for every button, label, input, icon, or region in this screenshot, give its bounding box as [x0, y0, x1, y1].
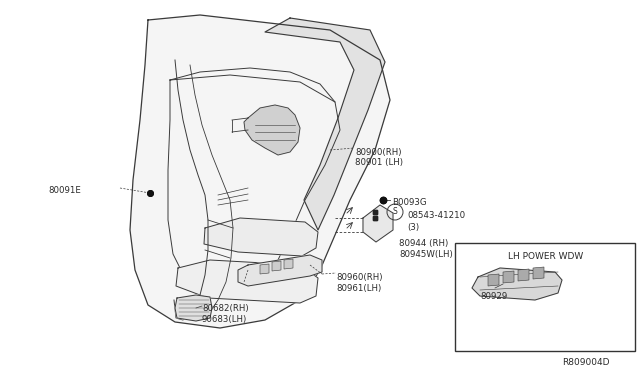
Polygon shape — [175, 295, 212, 321]
Text: 08543-41210: 08543-41210 — [407, 211, 465, 220]
Text: 80901 (LH): 80901 (LH) — [355, 158, 403, 167]
Text: 80929: 80929 — [480, 292, 508, 301]
Text: 80900(RH): 80900(RH) — [355, 148, 401, 157]
Polygon shape — [533, 267, 544, 279]
Polygon shape — [260, 264, 269, 274]
Text: 80682(RH): 80682(RH) — [202, 304, 248, 313]
Text: 80945W(LH): 80945W(LH) — [399, 250, 452, 259]
Text: LH POWER WDW: LH POWER WDW — [508, 252, 583, 261]
Text: S: S — [392, 208, 397, 217]
Polygon shape — [472, 268, 562, 300]
Text: 90683(LH): 90683(LH) — [202, 315, 247, 324]
Text: (3): (3) — [407, 223, 419, 232]
Polygon shape — [272, 261, 281, 271]
Text: B0093G: B0093G — [392, 198, 427, 207]
Polygon shape — [176, 260, 318, 303]
Polygon shape — [204, 218, 318, 256]
Text: R809004D: R809004D — [562, 358, 609, 367]
Polygon shape — [238, 255, 322, 286]
Bar — [455, 243, 635, 351]
Text: 80944 (RH): 80944 (RH) — [399, 239, 448, 248]
Polygon shape — [503, 271, 514, 283]
Text: 80091E: 80091E — [48, 186, 81, 195]
Text: 80960(RH): 80960(RH) — [336, 273, 383, 282]
Polygon shape — [518, 269, 529, 281]
Polygon shape — [265, 18, 385, 230]
Polygon shape — [284, 259, 293, 269]
Polygon shape — [130, 15, 390, 328]
Polygon shape — [244, 105, 300, 155]
Text: 80961(LH): 80961(LH) — [336, 284, 381, 293]
Polygon shape — [488, 274, 499, 286]
Polygon shape — [363, 205, 393, 242]
